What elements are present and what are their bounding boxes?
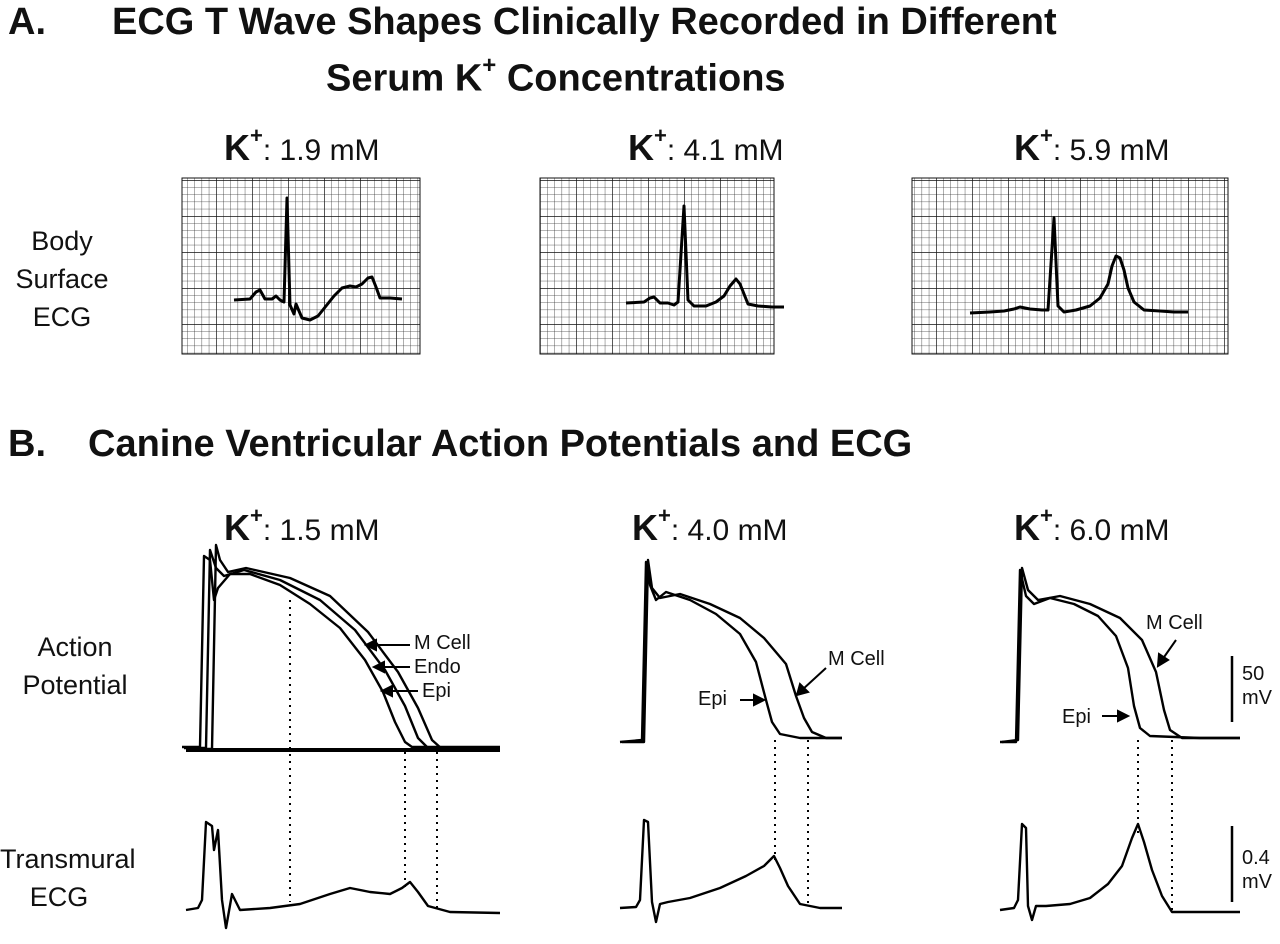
ap-traces-2 <box>619 558 842 744</box>
ap-3-dotted-lines <box>1137 740 1173 910</box>
ap-3-arrows <box>1102 639 1177 723</box>
ap-3-mcell <box>1001 566 1240 744</box>
panel-b-ap-label: Action Potential <box>22 632 128 700</box>
ap-3-epi-label: Epi <box>1062 706 1091 728</box>
ecg-trace-2 <box>625 204 784 309</box>
ap-1-endo-label: Endo <box>414 656 461 678</box>
ap-3-mcell-label: M Cell <box>1146 612 1203 634</box>
panel-a-title-line2: Serum K+ Concentrations <box>326 52 786 100</box>
ap-traces-3 <box>1000 566 1240 744</box>
panel-a-row-label: Body Surface ECG <box>15 226 109 332</box>
ap-2-arrows <box>740 667 827 707</box>
panel-a-condition-3: K+: 5.9 mM <box>1014 123 1170 168</box>
panel-a-condition-1: K+: 1.9 mM <box>224 123 380 168</box>
ecg-trace-3 <box>969 216 1188 315</box>
panel-b-ecg-label: Transmural ECG <box>0 844 136 912</box>
ap-1-dotted-lines <box>289 600 438 910</box>
panel-a-condition-2: K+: 4.1 mM <box>628 123 784 168</box>
transmural-ecg-2 <box>619 818 842 924</box>
ap-2-mcell-label: M Cell <box>828 648 885 670</box>
panel-a-letter: A. <box>8 1 46 43</box>
ap-1-epi-label: Epi <box>422 680 451 702</box>
panel-b-condition-3: K+: 6.0 mM <box>1014 503 1170 548</box>
ap-1-epi <box>182 554 500 749</box>
scale-ap-label: 50 mV <box>1242 663 1272 709</box>
ap-2-epi-label: Epi <box>698 688 727 710</box>
ap-1-mcell-label: M Cell <box>414 632 471 654</box>
transmural-ecg-1 <box>185 820 501 930</box>
ap-2-dotted-lines <box>774 740 809 904</box>
ap-traces-1 <box>182 543 500 752</box>
ecg-paper-2 <box>539 177 775 355</box>
ap-1-mcell <box>186 543 500 751</box>
panel-a-title-line1: ECG T Wave Shapes Clinically Recorded in… <box>112 1 1057 43</box>
ap-1-endo <box>184 548 500 750</box>
ap-2-mcell <box>622 558 842 744</box>
panel-b-condition-1: K+: 1.5 mM <box>224 503 380 548</box>
ap-1-arrows <box>363 638 418 698</box>
ecg-paper-1 <box>181 177 421 355</box>
panel-b-condition-2: K+: 4.0 mM <box>632 503 788 548</box>
ecg-trace-1 <box>233 196 403 322</box>
panel-b-title: Canine Ventricular Action Potentials and… <box>88 423 913 465</box>
transmural-ecg-3 <box>999 822 1240 922</box>
scale-ecg-label: 0.4 mV <box>1242 847 1272 893</box>
ecg-paper-3 <box>911 177 1229 355</box>
panel-b-letter: B. <box>8 423 46 465</box>
